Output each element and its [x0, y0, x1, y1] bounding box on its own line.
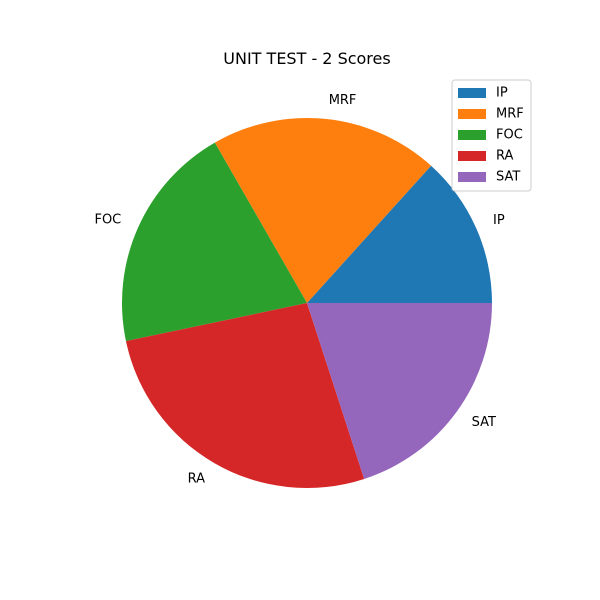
legend-label-sat: SAT	[496, 170, 520, 185]
legend-label-ra: RA	[496, 149, 514, 164]
legend-swatch-ip	[458, 88, 486, 98]
pie-slice-ra	[125, 303, 365, 489]
pie-labels: IP MRF FOC RA SAT	[94, 93, 504, 486]
legend-label-foc: FOC	[496, 128, 523, 143]
legend-swatch-sat	[458, 172, 486, 182]
legend: IP MRF FOC RA SAT	[451, 79, 532, 192]
legend-swatch-mrf	[458, 109, 486, 119]
pie-slice-foc	[121, 142, 307, 342]
legend-swatch-foc	[458, 130, 486, 140]
chart-title: UNIT TEST - 2 Scores	[223, 49, 390, 68]
legend-swatch-ra	[458, 151, 486, 161]
pie-slices	[121, 118, 493, 489]
pie-slice-mrf	[214, 118, 432, 303]
pie-slice-sat	[307, 303, 492, 479]
slice-label-sat: SAT	[472, 415, 496, 430]
legend-label-mrf: MRF	[496, 107, 524, 122]
pie-slice-ip	[307, 165, 493, 303]
slice-label-ra: RA	[188, 472, 206, 487]
slice-label-foc: FOC	[94, 212, 121, 227]
slice-label-ip: IP	[493, 213, 505, 228]
legend-frame	[451, 79, 532, 192]
legend-label-ip: IP	[496, 86, 508, 101]
slice-label-mrf: MRF	[329, 93, 357, 108]
